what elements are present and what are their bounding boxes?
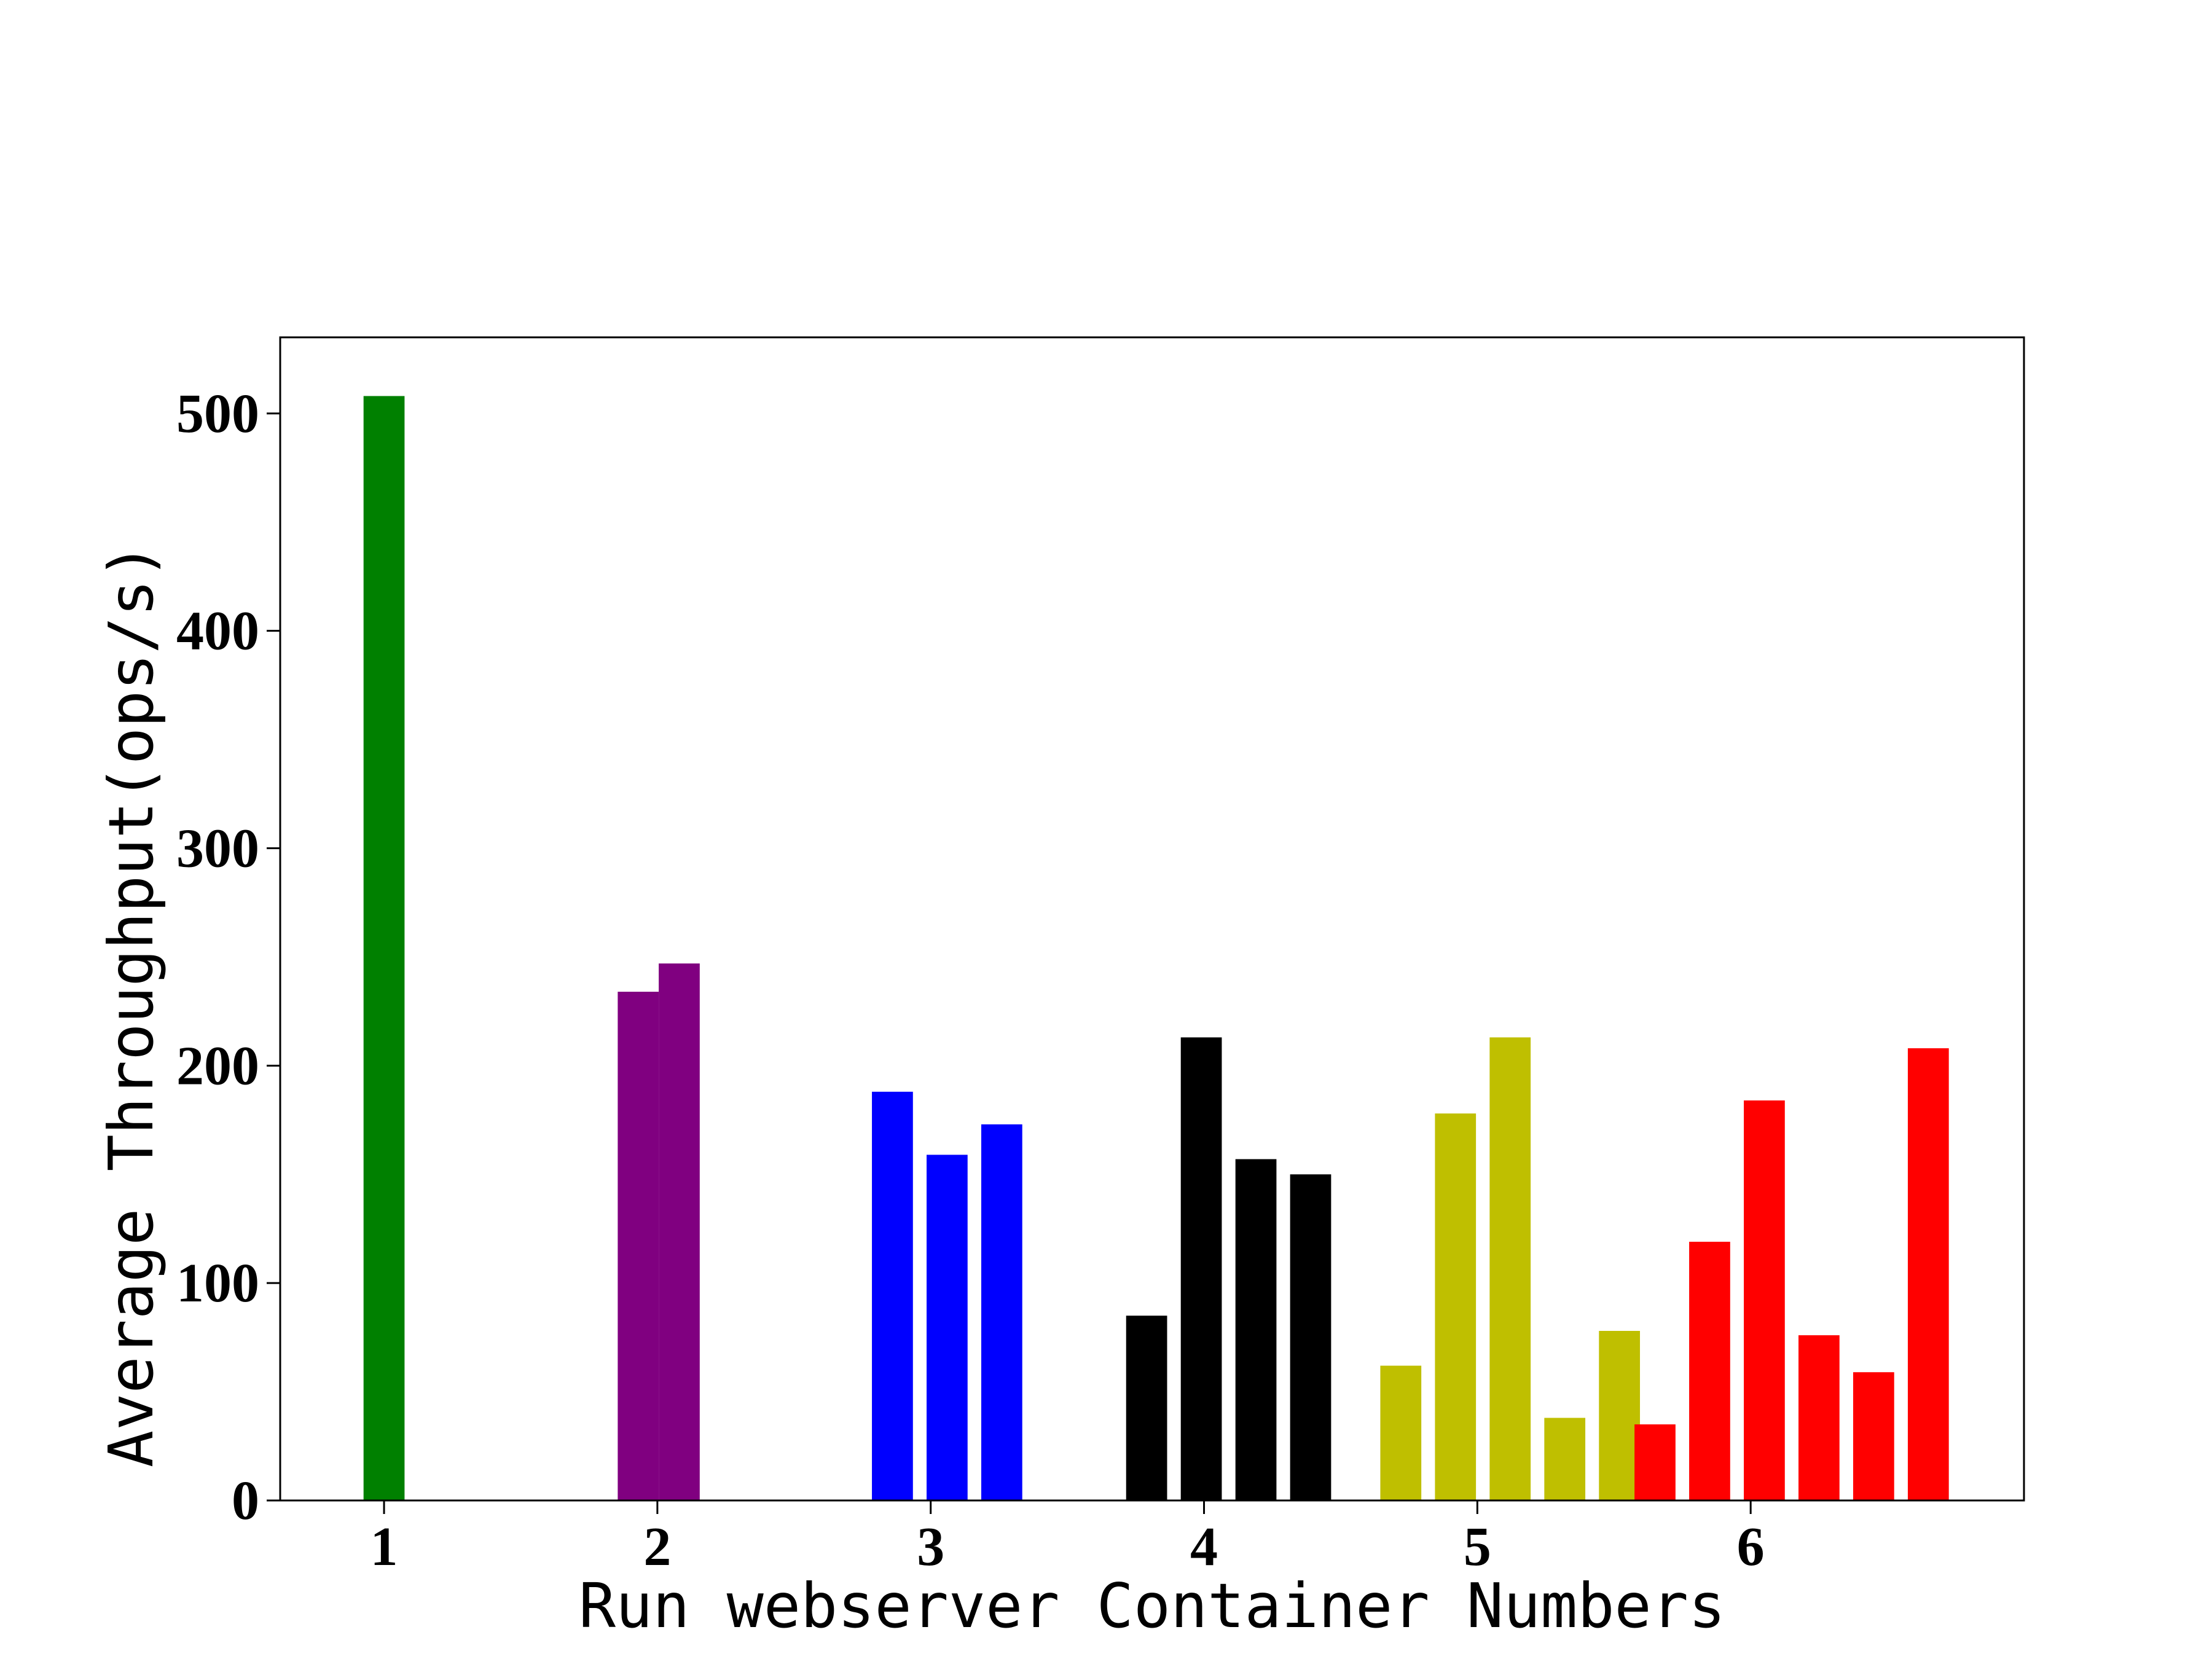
x-tick-label: 6 <box>1737 1516 1765 1577</box>
y-tick-label: 200 <box>176 1035 259 1096</box>
bar-group-5-item-1 <box>1380 1365 1422 1500</box>
x-tick-label: 3 <box>917 1516 944 1577</box>
bar-group-3-item-3 <box>981 1124 1022 1500</box>
x-tick-label: 2 <box>643 1516 671 1577</box>
bars-layer <box>363 396 1949 1500</box>
plot-frame <box>279 336 2025 1502</box>
bar-group-5-item-5 <box>1599 1331 1641 1500</box>
bar-group-3-item-1 <box>872 1091 913 1500</box>
bar-group-2-item-1 <box>618 992 659 1500</box>
bar-group-6-item-2 <box>1689 1241 1730 1500</box>
bar-group-6-item-6 <box>1907 1048 1949 1500</box>
bar-group-4-item-4 <box>1290 1174 1332 1500</box>
bar-group-5-item-4 <box>1544 1418 1586 1500</box>
bar-group-6-item-1 <box>1634 1424 1676 1500</box>
bar-group-6-item-4 <box>1798 1335 1840 1500</box>
bar-group-4-item-3 <box>1235 1159 1277 1500</box>
y-tick-label: 100 <box>176 1253 259 1314</box>
bar-group-5-item-2 <box>1435 1113 1477 1500</box>
x-axis-title: Run webserver Container Numbers <box>579 1570 1725 1642</box>
y-tick-label: 0 <box>232 1470 259 1531</box>
y-tick-label: 400 <box>176 601 259 662</box>
bar-group-6-item-5 <box>1853 1372 1894 1500</box>
x-tick-label: 1 <box>371 1516 398 1577</box>
y-axis-title: Average Throughput(ops/s) <box>95 543 167 1467</box>
y-tick-label: 500 <box>176 383 259 444</box>
bar-group-4-item-2 <box>1180 1037 1222 1500</box>
y-tick-label: 300 <box>176 818 259 879</box>
bar-group-5-item-3 <box>1489 1037 1531 1500</box>
x-axis: 1 2 3 4 5 6 <box>371 1500 1765 1577</box>
bar-group-1-item-1 <box>363 396 405 1500</box>
bar-group-6-item-3 <box>1744 1100 1785 1500</box>
x-tick-label: 4 <box>1190 1516 1218 1577</box>
bar-group-3-item-2 <box>927 1155 968 1500</box>
x-tick-label: 5 <box>1464 1516 1491 1577</box>
y-axis: 0 100 200 300 400 500 <box>176 383 280 1531</box>
bar-group-4-item-1 <box>1126 1316 1167 1500</box>
bar-group-2-item-2 <box>659 963 700 1500</box>
